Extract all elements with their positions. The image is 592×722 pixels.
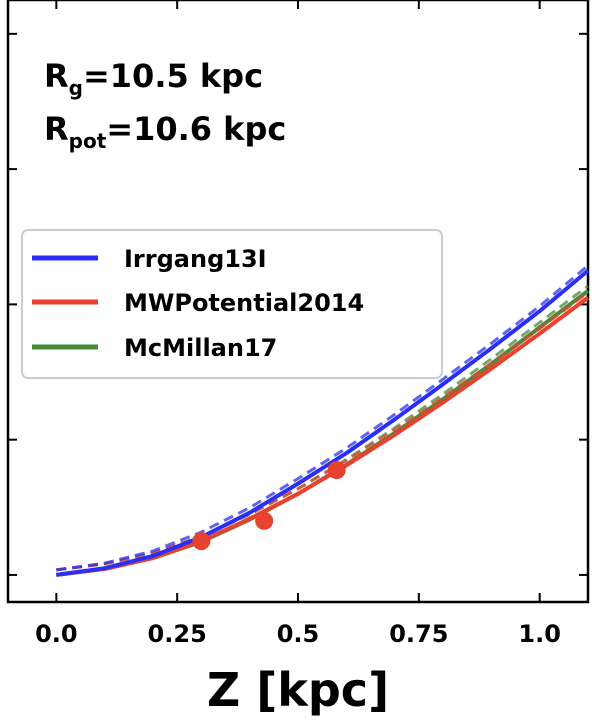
legend: Irrgang13I MWPotential2014 McMillan17: [21, 229, 443, 379]
tick-marks: [8, 0, 588, 602]
series-dash-1: [56, 291, 589, 572]
annotation-rpot-sub: pot: [69, 129, 107, 153]
annotation-rpot-rest: =10.6 kpc: [106, 110, 286, 148]
data-point: [255, 511, 274, 530]
annotation-rpot-main: R: [44, 110, 69, 148]
x-tick-label: 1.0: [518, 620, 561, 648]
x-tick-label: 0.75: [389, 620, 448, 648]
legend-box: [21, 229, 443, 379]
series-dash-0: [56, 264, 589, 572]
series-lines: [56, 264, 590, 577]
legend-label-mwpotential: MWPotential2014: [124, 289, 364, 317]
x-tick-labels: 0.0 0.25 0.5 0.75 1.0: [35, 620, 561, 648]
svg-text:Rg=10.5 kpc: Rg=10.5 kpc: [44, 57, 263, 100]
data-points: [192, 461, 346, 551]
series-dash-2: [56, 284, 589, 572]
annotation-rpot: Rpot=10.6 kpc: [44, 110, 286, 153]
annotation-rg-sub: g: [69, 76, 83, 100]
data-point: [192, 532, 211, 551]
annotation-rg-main: R: [44, 57, 69, 95]
x-tick-label: 0.5: [277, 620, 320, 648]
legend-label-mcmillan: McMillan17: [124, 334, 277, 362]
svg-text:Rpot=10.6 kpc: Rpot=10.6 kpc: [44, 110, 286, 153]
x-tick-label: 0.0: [35, 620, 78, 648]
annotation-rg: Rg=10.5 kpc: [44, 57, 263, 100]
series-line-0: [56, 269, 590, 577]
legend-label-irrgang: Irrgang13I: [124, 245, 267, 273]
data-point: [327, 461, 346, 480]
x-tick-label: 0.25: [148, 620, 207, 648]
annotation-rg-rest: =10.5 kpc: [83, 57, 263, 95]
x-axis-label: Z [kpc]: [207, 663, 389, 717]
